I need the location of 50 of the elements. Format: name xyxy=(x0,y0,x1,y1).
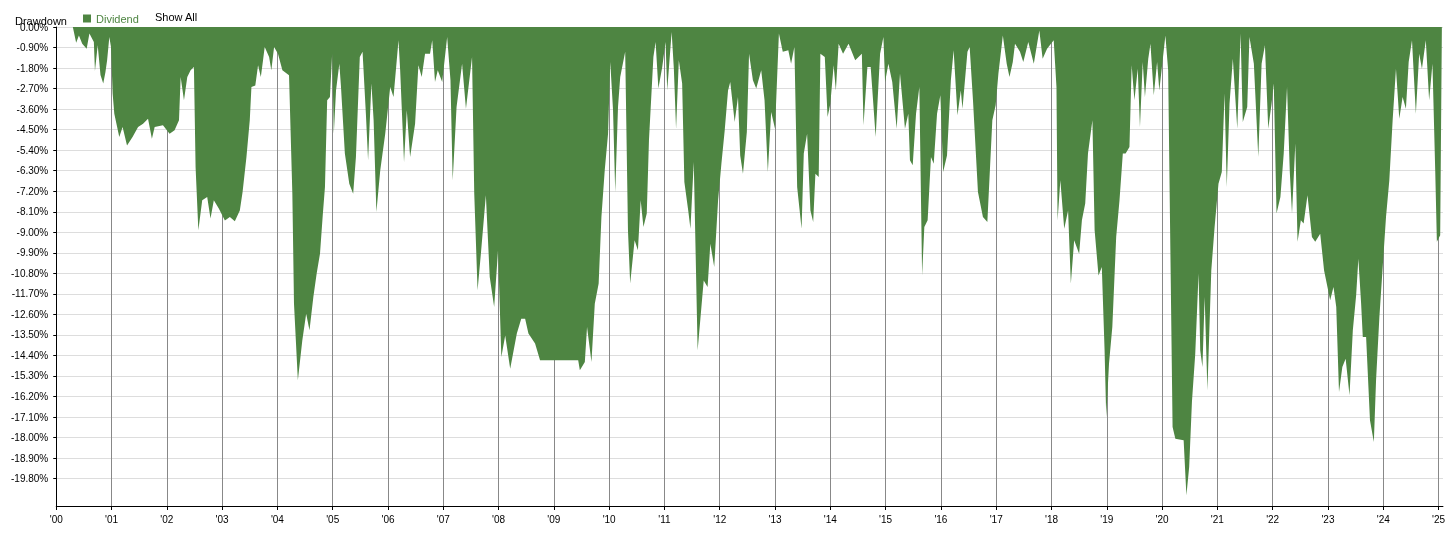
text: Show All xyxy=(155,10,198,23)
x-tick-label: '22 xyxy=(1266,513,1280,525)
y-tick-label: -19.80% xyxy=(11,473,49,485)
legend-label: Dividend xyxy=(96,12,139,25)
x-tick-label: '10 xyxy=(602,513,617,525)
y-tick-label: -6.30% xyxy=(16,165,49,177)
y-tick-label: -13.50% xyxy=(11,329,49,341)
x-tick-label: '25 xyxy=(1432,513,1446,525)
y-tick-label: -12.60% xyxy=(11,308,49,320)
x-tick-label: '00 xyxy=(49,513,64,525)
x-tick-label: '07 xyxy=(436,513,451,525)
y-tick-label: -17.10% xyxy=(11,411,49,423)
y-tick-label: -3.60% xyxy=(16,103,49,115)
y-tick-label: -18.90% xyxy=(11,452,49,464)
y-tick-label: -9.00% xyxy=(16,226,49,238)
x-tick-label: '02 xyxy=(160,513,174,525)
x-tick-label: '23 xyxy=(1321,513,1335,525)
y-tick-label: -7.20% xyxy=(16,185,49,197)
x-tick-label: '12 xyxy=(713,513,727,525)
x-tick-label: '24 xyxy=(1376,513,1391,525)
x-tick-label: '09 xyxy=(547,513,561,525)
y-tick-label: -4.50% xyxy=(16,124,49,136)
x-tick-label: '16 xyxy=(934,513,948,525)
x-tick-label: '08 xyxy=(492,513,506,525)
x-tick-label: '14 xyxy=(823,513,838,525)
x-tick-label: '20 xyxy=(1155,513,1170,525)
x-tick-label: '01 xyxy=(105,513,119,525)
x-tick-label: '13 xyxy=(768,513,782,525)
x-tick-label: '18 xyxy=(1044,513,1059,525)
y-tick-label: -9.90% xyxy=(16,247,49,259)
y-tick-label: -8.10% xyxy=(16,206,49,218)
y-tick-label: -15.30% xyxy=(11,370,49,382)
x-tick-label: '21 xyxy=(1210,513,1225,525)
x-tick-label: '17 xyxy=(989,513,1004,525)
y-tick-label: -14.40% xyxy=(11,349,49,361)
y-tick-label: -10.80% xyxy=(11,267,49,279)
x-tick-label: '03 xyxy=(215,513,230,525)
x-tick-label: '11 xyxy=(658,513,672,525)
x-tick-label: '15 xyxy=(879,513,893,525)
x-tick-label: '06 xyxy=(381,513,395,525)
x-tick-label: '19 xyxy=(1100,513,1114,525)
y-tick-label: -0.90% xyxy=(16,42,49,54)
y-tick-label: -5.40% xyxy=(16,144,49,156)
x-tick-label: '05 xyxy=(326,513,340,525)
x-tick-label: '04 xyxy=(270,513,285,525)
y-tick-label: -11.70% xyxy=(11,288,49,300)
y-tick-label: -16.20% xyxy=(11,391,49,403)
y-tick-label: -2.70% xyxy=(16,83,49,95)
y-tick-label: -1.80% xyxy=(16,62,49,74)
y-tick-label: -18.00% xyxy=(11,432,49,444)
